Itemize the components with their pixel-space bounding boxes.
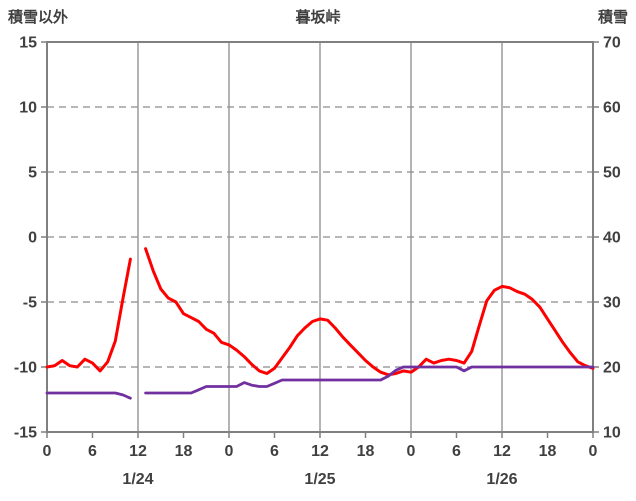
x-axis-tick-label: 12 xyxy=(493,443,511,460)
date-label: 1/26 xyxy=(486,471,517,488)
left-axis-tick-label: 15 xyxy=(19,35,37,52)
right-axis-tick-label: 50 xyxy=(603,165,621,182)
red-line-left-axis xyxy=(45,247,595,377)
x-axis-tick-label: 18 xyxy=(357,443,375,460)
left-axis-tick-label: -15 xyxy=(14,425,37,442)
right-axis-tick-label: 30 xyxy=(603,295,621,312)
right-axis-tick-label: 20 xyxy=(603,360,621,377)
x-axis-tick-label: 18 xyxy=(175,443,193,460)
left-axis-title: 積雪以外 xyxy=(8,9,69,26)
right-axis-tick-label: 40 xyxy=(603,230,621,247)
x-axis-tick-label: 12 xyxy=(129,443,147,460)
x-axis-tick-label: 6 xyxy=(88,443,97,460)
x-axis-tick-label: 0 xyxy=(225,443,234,460)
x-axis-tick-label: 6 xyxy=(270,443,279,460)
x-axis-tick-label: 6 xyxy=(452,443,461,460)
x-axis-tick-label: 0 xyxy=(43,443,52,460)
right-axis-tick-label: 60 xyxy=(603,100,621,117)
left-axis-tick-label: -10 xyxy=(14,360,37,377)
left-axis-tick-label: 5 xyxy=(28,165,37,182)
chart-title: 暮坂峠 xyxy=(295,9,341,26)
x-axis-tick-label: 18 xyxy=(539,443,557,460)
x-axis-tick-label: 12 xyxy=(311,443,329,460)
date-label: 1/25 xyxy=(304,471,335,488)
plot-border xyxy=(46,41,594,433)
right-axis-tick-label: 70 xyxy=(603,35,621,52)
x-axis-tick-label: 0 xyxy=(589,443,598,460)
date-label: 1/24 xyxy=(122,471,153,488)
right-axis-tick-label: 10 xyxy=(603,425,621,442)
left-axis-tick-label: 0 xyxy=(28,230,37,247)
x-axis-tick-label: 0 xyxy=(407,443,416,460)
left-axis-tick-label: 10 xyxy=(19,100,37,117)
purple-line-right-axis xyxy=(45,365,595,400)
right-axis-title: 積雪 xyxy=(597,9,628,26)
left-axis-tick-label: -5 xyxy=(23,295,37,312)
